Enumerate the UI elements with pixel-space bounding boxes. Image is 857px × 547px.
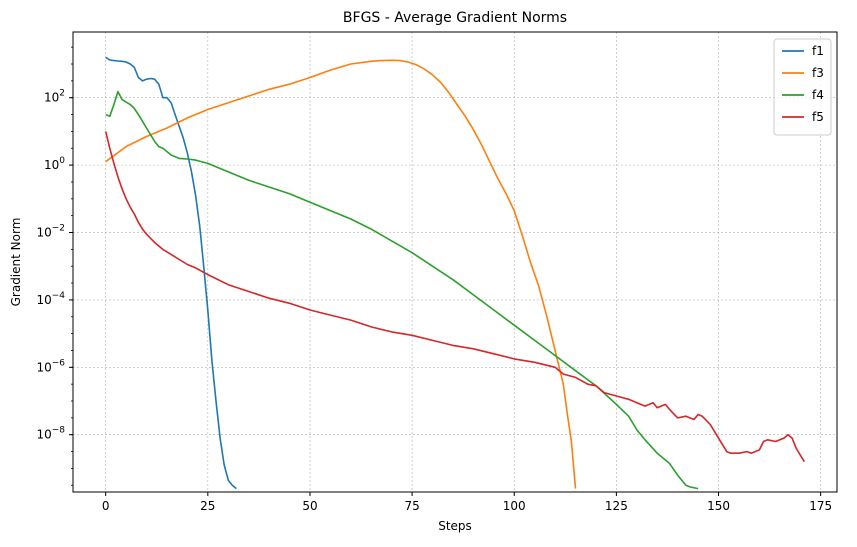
- series-line-f3: [105, 59, 577, 489]
- series-layer: [104, 56, 805, 490]
- legend-label-f1: f1: [812, 44, 824, 58]
- y-axis: 102 100 10−2 10−4 10−6 10−8: [36, 46, 73, 486]
- legend-box: [773, 38, 832, 136]
- series-line-f1: [105, 56, 237, 490]
- y-tick-label: 100: [44, 156, 65, 172]
- x-tick-label: 175: [809, 499, 832, 513]
- legend-label-f3: f3: [812, 66, 824, 80]
- y-tick-label: 10−8: [36, 426, 65, 442]
- legend-label-f5: f5: [812, 110, 824, 124]
- x-tick-label: 25: [200, 499, 215, 513]
- y-tick-label: 10−6: [36, 358, 65, 374]
- y-tick-label: 10−2: [36, 224, 65, 240]
- legend: f1 f3 f4 f5: [773, 38, 832, 136]
- grid: [73, 32, 837, 492]
- x-tick-label: 0: [102, 499, 110, 513]
- chart-title: BFGS - Average Gradient Norms: [343, 10, 567, 26]
- x-tick-label: 50: [302, 499, 317, 513]
- series-line-f5: [104, 131, 805, 463]
- y-tick-label: 10−4: [36, 291, 65, 307]
- plot-frame: [72, 31, 838, 493]
- x-tick-label: 75: [404, 499, 419, 513]
- series-line-f4: [105, 90, 699, 490]
- legend-label-f4: f4: [812, 88, 824, 102]
- y-axis-label: Gradient Norm: [9, 218, 23, 307]
- y-tick-label: 102: [44, 89, 65, 105]
- x-tick-label: 125: [605, 499, 628, 513]
- x-axis-label: Steps: [438, 519, 472, 533]
- x-tick-label: 100: [503, 499, 526, 513]
- x-axis: 0 25 50 75 100 125 150 175: [102, 492, 832, 513]
- x-tick-label: 150: [707, 499, 730, 513]
